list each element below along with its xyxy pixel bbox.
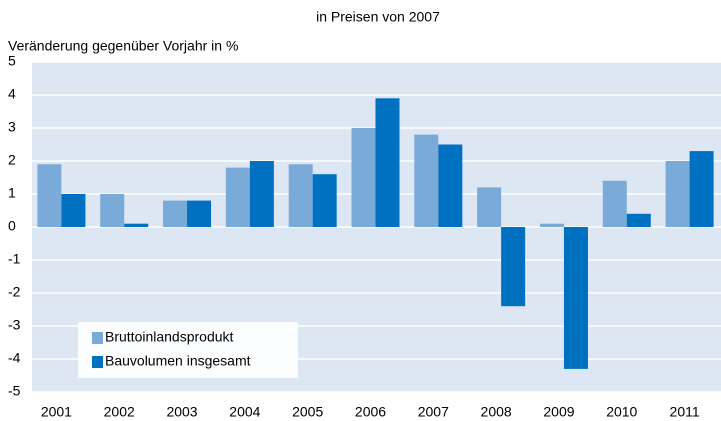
bar [501, 227, 526, 307]
legend-label: Bruttoinlandsprodukt [105, 329, 234, 345]
bar [351, 128, 376, 227]
x-tick-label: 2006 [355, 404, 386, 420]
y-tick-label: -5 [8, 383, 21, 399]
y-tick-label: 3 [8, 119, 16, 135]
y-tick-label: 0 [8, 218, 16, 234]
bar [414, 134, 439, 227]
x-tick-label: 2001 [41, 404, 72, 420]
bar [100, 194, 125, 227]
y-tick-label: -2 [8, 284, 21, 300]
chart-title: in Preisen von 2007 [316, 9, 440, 25]
bar [124, 223, 149, 227]
bar [375, 98, 400, 227]
y-tick-label: 1 [8, 185, 16, 201]
y-tick-label: 2 [8, 152, 16, 168]
bar [163, 200, 188, 227]
legend-box [78, 322, 298, 378]
y-tick-label: -3 [8, 317, 21, 333]
bar [312, 174, 337, 227]
y-tick-label: -4 [8, 350, 21, 366]
legend-swatch [92, 332, 103, 344]
bar [689, 151, 714, 227]
x-tick-label: 2010 [606, 404, 637, 420]
bar [438, 144, 463, 227]
bar [539, 223, 564, 227]
y-tick-label: -1 [8, 251, 21, 267]
bar [288, 164, 313, 227]
bar [187, 200, 212, 227]
legend-swatch [92, 356, 103, 368]
bar [563, 227, 588, 369]
bar [665, 161, 690, 227]
bar [477, 187, 502, 227]
x-tick-label: 2008 [481, 404, 512, 420]
x-tick-label: 2005 [292, 404, 323, 420]
legend-label: Bauvolumen insgesamt [105, 353, 251, 369]
bar [61, 194, 86, 227]
bar [249, 161, 274, 227]
x-tick-label: 2011 [670, 404, 700, 420]
bar [225, 167, 250, 227]
y-axis-label: Veränderung gegenüber Vorjahr in % [8, 38, 238, 54]
x-tick-label: 2003 [166, 404, 197, 420]
bar [626, 213, 651, 227]
x-tick-label: 2002 [104, 404, 135, 420]
y-tick-label: 4 [8, 86, 16, 102]
bar [602, 180, 627, 227]
x-tick-label: 2007 [418, 404, 449, 420]
x-tick-label: 2009 [543, 404, 574, 420]
bar [37, 164, 62, 227]
x-tick-label: 2004 [229, 404, 260, 420]
y-tick-label: 5 [8, 53, 16, 69]
